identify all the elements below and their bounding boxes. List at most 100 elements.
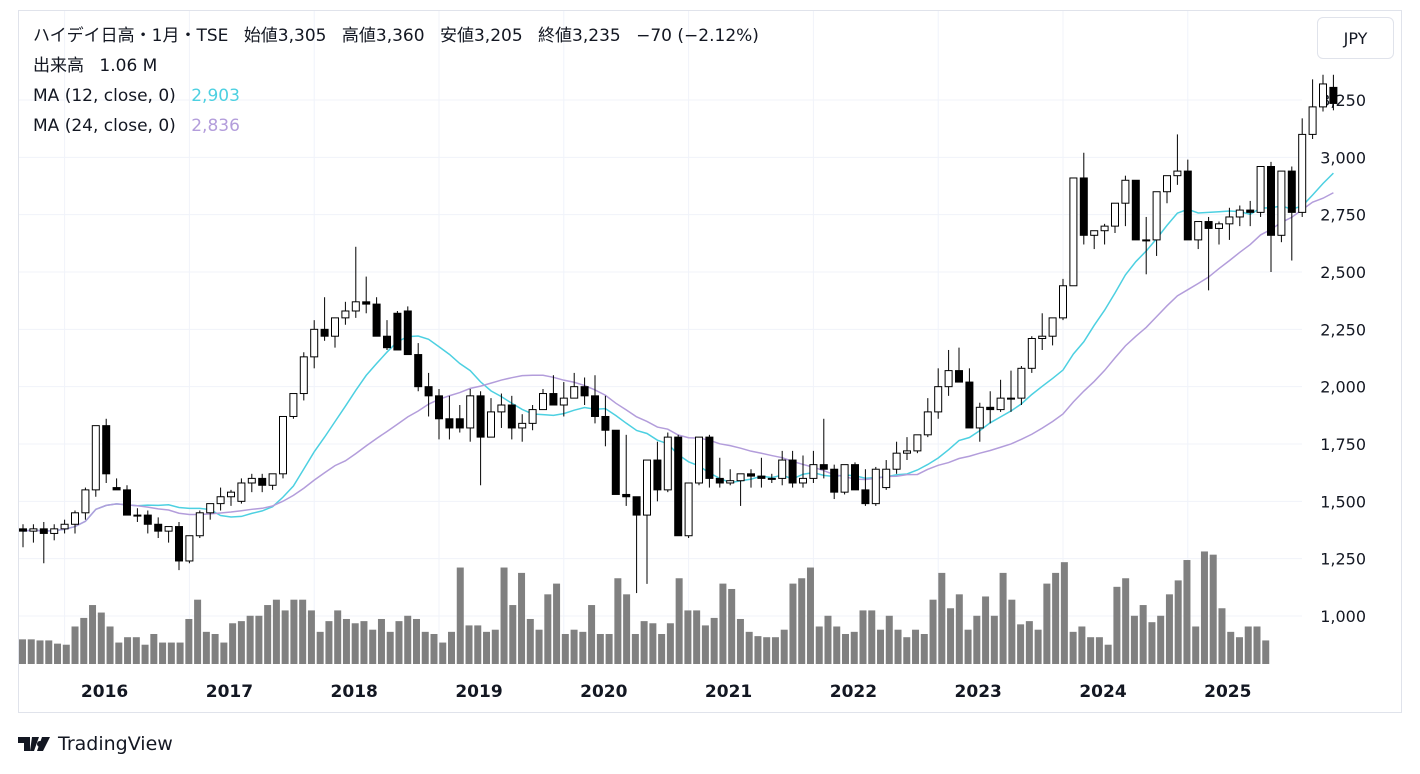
candle-body [944,370,953,388]
candle-body [653,459,662,491]
candle-body [81,489,90,514]
volume-bar [264,605,272,664]
legend-ma12-row[interactable]: MA (12, close, 0) 2,903 [33,86,250,106]
volume-bar [89,605,97,664]
candle-body [1038,335,1047,340]
volume-bar [1060,562,1068,664]
y-tick-label: 1,750 [1320,435,1366,454]
candle-body [1121,179,1130,204]
candle-body [123,489,131,516]
tradingview-logo[interactable]: TradingView [18,733,173,755]
candle-body [715,477,724,484]
volume-bar [1043,583,1051,664]
volume-bar [351,623,359,664]
candlestick-chart[interactable]: 3,250 3,000 2,750 2,500 2,250 2,000 1,750 1,500… [19,11,1403,714]
legend-ma12-value: 2,903 [191,86,240,106]
candle-body [591,395,599,417]
volume-bar [1192,626,1200,664]
volume-bar [211,633,219,664]
volume-bar [281,610,289,664]
candle-body [1287,170,1296,213]
x-tick-label: 2021 [705,682,752,702]
legend-ma24-row[interactable]: MA (24, close, 0) 2,836 [33,116,250,136]
volume-bar [561,633,569,664]
candle-body [934,386,943,413]
volume-bar [693,610,701,664]
x-tick-label: 2022 [830,682,877,702]
volume-bar [1253,626,1261,664]
candle-body [570,386,579,399]
volume-bar [964,629,972,664]
candle-body [1152,191,1161,241]
volume-bar [1235,637,1243,664]
candle-body [1308,106,1317,135]
currency-button[interactable]: JPY [1317,17,1394,59]
candle-body [1079,177,1088,236]
y-tick-label: 2,250 [1320,320,1366,339]
volume-bar [798,578,806,664]
volume-bar [202,631,210,664]
candle-body [1329,86,1338,104]
volume-bar [1008,599,1016,664]
volume-bar [973,615,981,664]
candle-body [965,381,974,429]
y-tick-label: 2,000 [1320,378,1366,397]
volume-bar [395,621,403,664]
volume-bar [859,610,867,664]
volume-bar [868,610,876,664]
volume-bar [903,637,911,664]
candle-body [497,404,506,413]
volume-bar [535,629,543,664]
candle-body [320,328,329,337]
volume-bar [841,633,849,664]
x-tick-label: 2018 [331,682,378,702]
candle-body [788,459,797,484]
volume-bar [710,617,718,664]
volume-bar [141,644,149,664]
volume-bar [290,599,298,664]
candle-body [975,406,984,429]
volume-bar [237,621,245,664]
volume-bar [36,640,44,664]
volume-bar [763,637,771,664]
y-tick-label: 2,500 [1320,263,1366,282]
volume-bar [1227,631,1235,664]
candle-body [684,482,693,537]
candle-body [1298,133,1307,213]
candle-body [1100,225,1109,232]
volume-bar [920,633,928,664]
y-tick-label: 1,500 [1320,492,1366,511]
volume-bar [912,629,920,664]
volume-bar [386,631,394,664]
volume-bar [1183,560,1191,664]
volume-bar [518,572,526,664]
volume-bar [640,621,648,664]
volume-bar [1122,578,1130,664]
volume-bar [27,639,35,664]
candle-body [923,411,932,436]
candle-body [1225,216,1234,225]
candle-body [903,450,911,454]
legend-ma24-label: MA (24, close, 0) [33,116,176,136]
candle-body [1246,209,1255,213]
candle-body [1194,221,1203,241]
volume-bar [1262,640,1270,664]
candle-body [871,468,880,505]
candle-body [518,422,527,429]
volume-bar [176,642,184,664]
volume-bar [719,583,727,664]
volume-bar [220,642,228,664]
volume-bar [780,629,788,664]
candle-body [1173,170,1182,177]
volume-bar [631,633,639,664]
legend-low: 安値3,205 [439,26,523,46]
volume-bar [955,594,963,664]
volume-bar [658,633,666,664]
candle-body [39,528,48,534]
y-tick-label: 2,750 [1320,206,1366,225]
candle-body [487,411,495,438]
volume-bar [824,615,832,664]
volume-bar [1095,637,1103,664]
volume-bar [430,633,438,664]
candle-body [247,477,256,484]
